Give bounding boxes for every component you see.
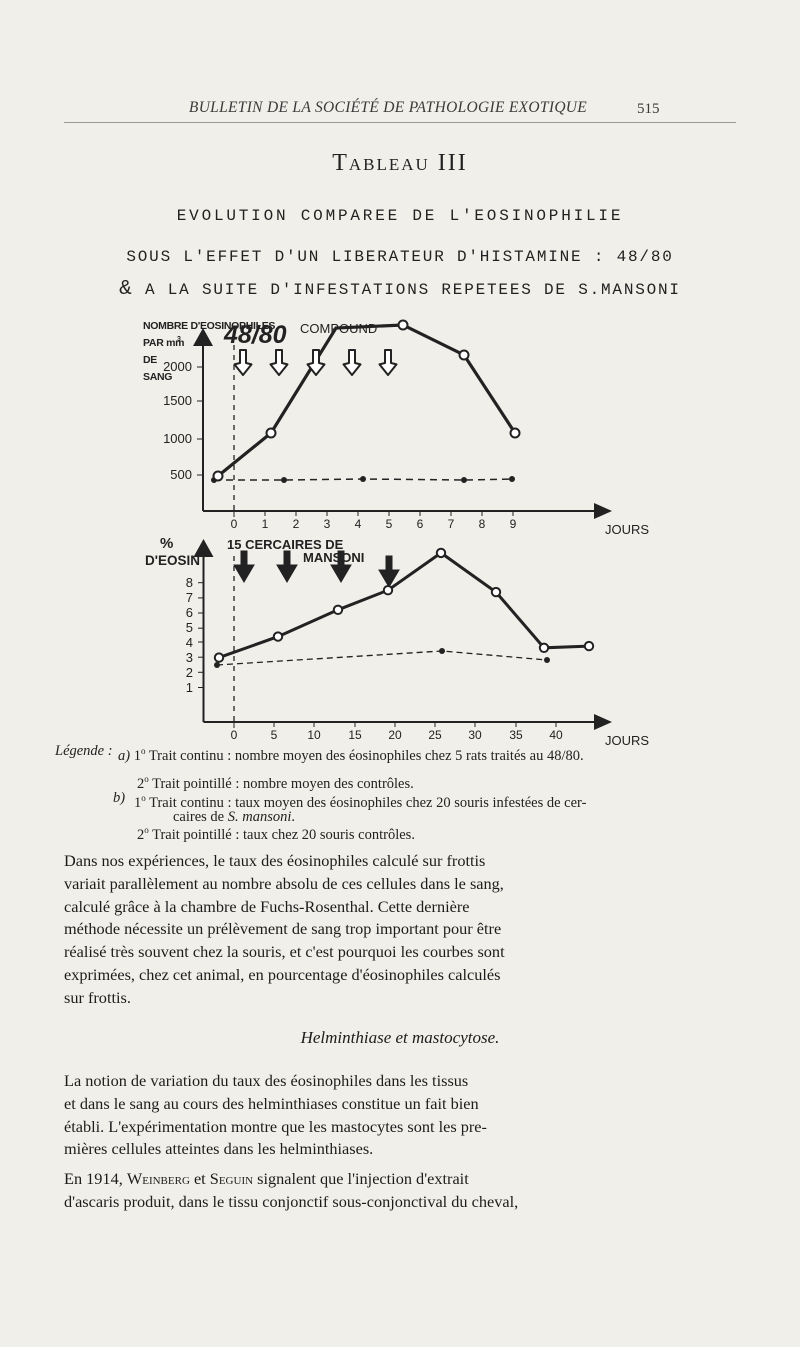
svg-text:6: 6 — [417, 517, 424, 531]
svg-text:DE: DE — [143, 354, 157, 366]
svg-text:30: 30 — [468, 728, 482, 742]
svg-text:10: 10 — [307, 728, 321, 742]
svg-text:MANSONI: MANSONI — [303, 550, 364, 565]
svg-text:4: 4 — [355, 517, 362, 531]
svg-text:35: 35 — [509, 728, 523, 742]
svg-text:5: 5 — [186, 620, 193, 635]
svg-text:9: 9 — [510, 517, 517, 531]
svg-text:5: 5 — [271, 728, 278, 742]
svg-text:40: 40 — [549, 728, 563, 742]
svg-text:%: % — [160, 535, 173, 552]
svg-text:500: 500 — [170, 467, 192, 482]
svg-text:3: 3 — [324, 517, 331, 531]
svg-text:20: 20 — [388, 728, 402, 742]
svg-text:48/80: 48/80 — [223, 321, 287, 349]
svg-text:7: 7 — [448, 517, 455, 531]
svg-text:6: 6 — [186, 605, 193, 620]
svg-text:8: 8 — [186, 575, 193, 590]
svg-text:0: 0 — [231, 517, 238, 531]
svg-text:7: 7 — [186, 590, 193, 605]
svg-text:15: 15 — [348, 728, 362, 742]
svg-text:5: 5 — [386, 517, 393, 531]
svg-text:8: 8 — [479, 517, 486, 531]
svg-text:3: 3 — [186, 650, 193, 665]
svg-text:COMPOUND: COMPOUND — [300, 321, 377, 336]
svg-text:1500: 1500 — [163, 393, 192, 408]
svg-text:25: 25 — [428, 728, 442, 742]
svg-text:D'EOSIN: D'EOSIN — [145, 553, 200, 568]
svg-text:4: 4 — [186, 635, 193, 650]
svg-text:1: 1 — [262, 517, 269, 531]
svg-text:1: 1 — [186, 680, 193, 695]
svg-text:1000: 1000 — [163, 431, 192, 446]
svg-text:3: 3 — [177, 336, 181, 343]
svg-text:JOURS: JOURS — [605, 522, 649, 537]
svg-text:2: 2 — [293, 517, 300, 531]
svg-text:2: 2 — [186, 665, 193, 680]
svg-text:0: 0 — [231, 728, 238, 742]
svg-text:SANG: SANG — [143, 371, 172, 383]
